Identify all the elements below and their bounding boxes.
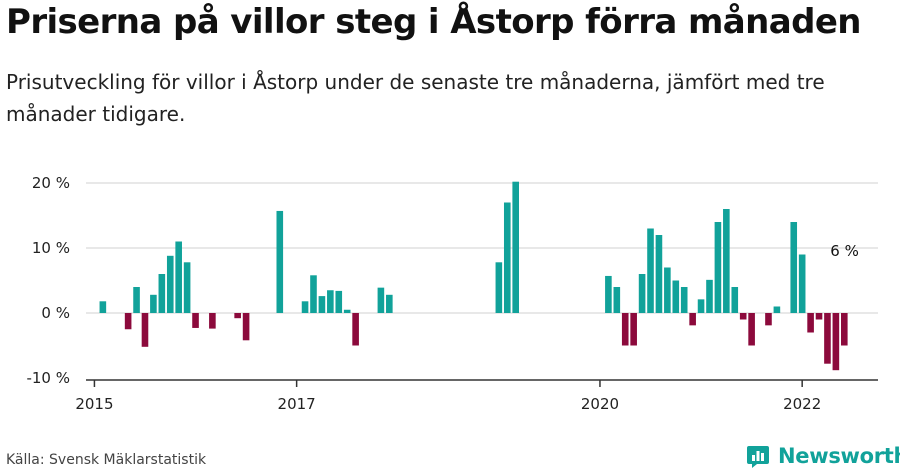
bar <box>512 181 519 313</box>
bar <box>723 209 730 313</box>
bar <box>158 274 166 313</box>
y-tick-label: 10 % <box>32 239 70 257</box>
bar <box>765 313 772 326</box>
bar <box>166 255 174 313</box>
brand-name: Newsworthy <box>778 444 900 468</box>
bar <box>234 313 241 319</box>
bar <box>680 287 688 313</box>
bar <box>714 222 722 313</box>
bar <box>773 306 781 313</box>
bar-chart: -10 % 0 % 10 % 20 % 2015 2017 2020 2022 6 % <box>26 174 878 413</box>
bar <box>739 313 747 320</box>
source-note: Källa: Svensk Mäklarstatistik <box>6 452 207 468</box>
bars <box>99 181 848 371</box>
bar <box>183 262 191 313</box>
y-axis-ticks: -10 % 0 % 10 % 20 % <box>26 174 70 387</box>
gridlines <box>86 182 878 314</box>
bar <box>310 275 317 313</box>
bar <box>798 254 806 313</box>
chart-subtitle: Prisutveckling för villor i Åstorp under… <box>6 70 825 126</box>
bar <box>605 275 612 313</box>
newsworthy-logo-icon <box>747 446 769 468</box>
bar <box>343 309 351 313</box>
bar <box>815 313 823 320</box>
bar <box>141 313 149 347</box>
bar <box>664 267 671 313</box>
bar <box>503 202 511 313</box>
bar <box>327 290 334 313</box>
bar <box>377 287 385 313</box>
chart-title: Priserna på villor steg i Åstorp förra m… <box>6 2 862 42</box>
annotations: 6 % <box>830 242 859 260</box>
bar <box>124 313 132 330</box>
bar <box>790 222 798 313</box>
bar <box>697 299 705 313</box>
bar <box>841 313 848 346</box>
bar <box>99 301 107 313</box>
x-tick-label: 2020 <box>581 395 619 413</box>
bar <box>133 287 140 313</box>
bar <box>689 313 696 326</box>
bar <box>192 313 199 328</box>
bar <box>242 313 250 341</box>
x-axis: 2015 2017 2020 2022 <box>75 379 878 413</box>
bar <box>807 313 814 333</box>
bar <box>647 228 654 313</box>
bar <box>748 313 755 346</box>
bar <box>209 313 216 329</box>
bar <box>386 294 393 313</box>
bar <box>495 262 503 313</box>
bar <box>672 280 680 313</box>
y-tick-label: 0 % <box>41 304 70 322</box>
bar <box>630 313 637 346</box>
bar <box>175 241 182 313</box>
bar <box>335 290 343 313</box>
bar <box>824 313 831 364</box>
y-tick-label: -10 % <box>26 369 70 387</box>
latest-value-label: 6 % <box>830 242 859 260</box>
bar <box>276 210 284 313</box>
bar <box>301 301 309 313</box>
bar <box>832 313 840 371</box>
y-tick-label: 20 % <box>32 174 70 192</box>
bar <box>621 313 629 346</box>
bar <box>150 294 157 313</box>
bar <box>638 274 646 313</box>
x-tick-label: 2022 <box>783 395 821 413</box>
bar <box>613 287 621 313</box>
bar <box>352 313 359 346</box>
x-tick-label: 2017 <box>278 395 316 413</box>
bar <box>706 279 713 313</box>
bar <box>318 296 326 313</box>
x-tick-label: 2015 <box>75 395 113 413</box>
bar <box>731 287 739 313</box>
bar <box>655 235 663 313</box>
brand-logo-block: Newsworthy <box>746 442 900 470</box>
